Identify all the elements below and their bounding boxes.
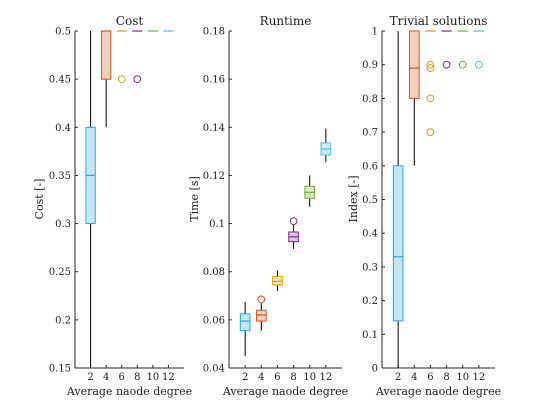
trivial-outlier-8: [442, 60, 451, 69]
cost-box-8: [132, 30, 143, 84]
trivial-y-tick-label: 0.1: [362, 330, 378, 341]
runtime-x-tick-label-8: 8: [290, 372, 296, 383]
runtime-title: Runtime: [260, 14, 312, 28]
runtime-xlabel: Average naode degree: [222, 385, 348, 398]
trivial-y-tick-label: 1: [372, 27, 378, 38]
runtime-x-tick-label-6: 6: [274, 372, 280, 383]
runtime-outlier-8: [289, 217, 298, 226]
runtime-outlier-4: [257, 295, 266, 304]
cost-x-tick-label-12: 12: [162, 372, 175, 383]
runtime-y-tick-label: 0.16: [203, 75, 225, 86]
runtime-box-8: [288, 217, 299, 249]
runtime-box-12: [320, 128, 332, 163]
cost-box-body-4: [100, 30, 112, 80]
cost-y-tick-label: 0.25: [49, 267, 71, 278]
trivial-box-12: [473, 30, 485, 69]
runtime-y-tick-label: 0.12: [203, 171, 225, 182]
trivial-y-tick-label: 0.2: [362, 296, 378, 307]
cost-x-tick-label-10: 10: [146, 372, 159, 383]
cost-y-tick-label: 0.35: [49, 171, 71, 182]
trivial-y-tick-label: 0.3: [362, 262, 378, 273]
trivial-ylabel: Index [-]: [347, 176, 360, 223]
runtime-box-2: [239, 301, 251, 356]
cost-outlier-8: [133, 75, 142, 84]
trivial-outlier-10: [458, 60, 467, 69]
cost-y-tick-label: 0.15: [49, 364, 71, 375]
cost-outlier-6: [117, 75, 126, 84]
trivial-outlier-6: [426, 128, 435, 137]
runtime-box-10: [304, 175, 316, 207]
trivial-outlier-6: [426, 94, 435, 103]
trivial-outlier-6: [426, 60, 435, 69]
cost-y-tick-label: 0.4: [55, 123, 71, 134]
runtime-x-tick-label-10: 10: [303, 372, 316, 383]
cost-x-tick-label-8: 8: [134, 372, 140, 383]
trivial-box-6: [425, 30, 436, 137]
trivial-x-tick-label-12: 12: [472, 372, 485, 383]
trivial-x-tick-label-10: 10: [456, 372, 469, 383]
cost-box-2: [85, 31, 96, 368]
runtime-y-tick-label: 0.08: [203, 267, 225, 278]
trivial-title: Trivial solutions: [390, 14, 488, 28]
runtime-x-tick-label-12: 12: [319, 372, 332, 383]
trivial-y-tick-label: 0.5: [362, 195, 378, 206]
runtime-box-body-2: [239, 313, 251, 332]
cost-y-tick-label: 0.3: [55, 219, 71, 230]
runtime-y-tick-label: 0.04: [203, 364, 225, 375]
trivial-box-8: [441, 30, 452, 69]
trivial-x-tick-label-2: 2: [395, 372, 401, 383]
trivial-y-tick-label: 0.7: [362, 128, 378, 139]
trivial-y-tick-label: 0: [372, 364, 378, 375]
runtime-box-4: [255, 295, 267, 331]
trivial-x-tick-label-8: 8: [443, 372, 449, 383]
trivial-box-body-4: [408, 30, 420, 99]
trivial-box-body-2: [392, 165, 404, 322]
trivial-x-tick-label-6: 6: [427, 372, 433, 383]
cost-box-6: [116, 30, 127, 84]
cost-panel: Cost Average naode degree Cost [-] 0.15 0…: [33, 14, 192, 398]
runtime-y-tick-label: 0.1: [209, 219, 225, 230]
cost-y-tick-label: 0.45: [49, 75, 71, 86]
runtime-box-body-6: [272, 276, 283, 286]
trivial-y-tick-label: 0.9: [362, 60, 378, 71]
cost-x-tick-label-6: 6: [119, 372, 125, 383]
trivial-box-4: [408, 30, 420, 166]
trivial-y-tick-label: 0.4: [362, 229, 378, 240]
runtime-ylabel: Time [s]: [188, 176, 201, 222]
runtime-panel: Runtime Average naode degree Time [s] 0.…: [188, 14, 348, 398]
runtime-y-tick-label: 0.14: [203, 123, 225, 134]
trivial-y-tick-label: 0.8: [362, 94, 378, 105]
cost-box-4: [100, 30, 112, 128]
trivial-solutions-panel: Trivial solutions Average naode degree I…: [347, 14, 501, 398]
cost-x-tick-label-4: 4: [103, 372, 109, 383]
cost-xlabel: Average naode degree: [66, 385, 192, 398]
trivial-xlabel: Average naode degree: [375, 385, 501, 398]
cost-y-tick-label: 0.5: [55, 27, 71, 38]
trivial-box-10: [457, 30, 469, 69]
trivial-outlier-6: [426, 64, 435, 72]
trivial-x-tick-label-4: 4: [411, 372, 417, 383]
runtime-y-tick-label: 0.18: [203, 27, 225, 38]
runtime-x-tick-label-4: 4: [258, 372, 264, 383]
trivial-box-2: [392, 31, 404, 368]
runtime-y-tick-label: 0.06: [203, 315, 225, 326]
cost-title: Cost: [116, 14, 144, 28]
runtime-box-6: [272, 270, 283, 291]
runtime-x-tick-label-2: 2: [242, 372, 248, 383]
trivial-y-tick-label: 0.6: [362, 161, 378, 172]
runtime-box-body-4: [255, 309, 267, 322]
cost-x-tick-label-2: 2: [87, 372, 93, 383]
cost-ylabel: Cost [-]: [33, 179, 46, 220]
trivial-outlier-12: [474, 60, 483, 69]
cost-y-tick-label: 0.2: [55, 315, 71, 326]
